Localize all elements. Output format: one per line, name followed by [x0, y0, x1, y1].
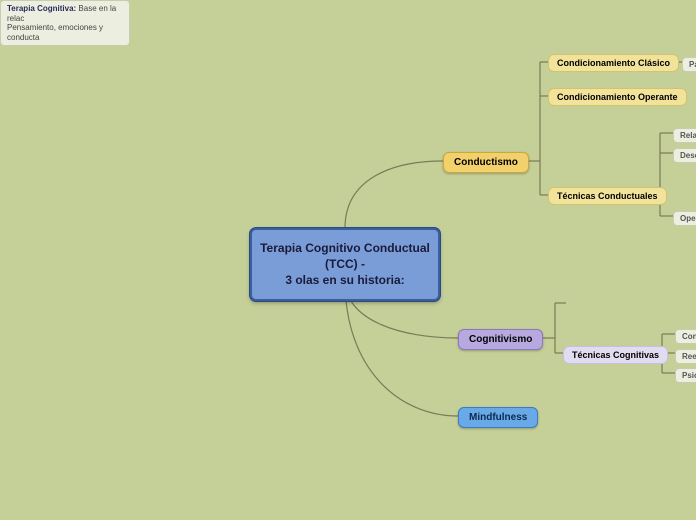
mindmap-canvas: Terapia Cognitivo Conductual (TCC) - 3 o…: [0, 0, 696, 520]
node-tecnicas-cognitivas[interactable]: Técnicas Cognitivas: [563, 346, 668, 364]
node-terapia-cognitiva[interactable]: Terapia Cognitiva: Base en la relac Pens…: [0, 0, 130, 46]
label-psicoe: Psicoe: [682, 371, 696, 380]
label-conductismo: Conductismo: [454, 157, 518, 168]
leaf-contin[interactable]: Contin: [675, 329, 696, 344]
leaf-reestr[interactable]: Reestr: [675, 349, 696, 364]
label-relajacion: Relajaci: [680, 131, 696, 140]
root-title-line1: Terapia Cognitivo Conductual (TCC) -: [260, 241, 430, 271]
label-mindfulness: Mindfulness: [469, 412, 527, 423]
root-node[interactable]: Terapia Cognitivo Conductual (TCC) - 3 o…: [250, 228, 440, 301]
label-desens: Desens: [680, 151, 696, 160]
label-reestr: Reestr: [682, 352, 696, 361]
leaf-pavlov[interactable]: Pav: [682, 57, 696, 72]
node-cond-operante[interactable]: Condicionamiento Operante: [548, 88, 687, 106]
label-contin: Contin: [682, 332, 696, 341]
leaf-psicoe[interactable]: Psicoe: [675, 368, 696, 383]
leaf-desens[interactable]: Desens: [673, 148, 696, 163]
node-tecnicas-conductuales[interactable]: Técnicas Conductuales: [548, 187, 667, 205]
label-cond-operante: Condicionamiento Operante: [557, 92, 678, 102]
node-cond-clasico[interactable]: Condicionamiento Clásico: [548, 54, 679, 72]
label-tecnicas-cognitivas: Técnicas Cognitivas: [572, 350, 659, 360]
label-terapia-bold: Terapia Cognitiva:: [7, 4, 76, 13]
label-operante: Operan: [680, 214, 696, 223]
node-cognitivismo[interactable]: Cognitivismo: [458, 329, 543, 350]
leaf-operante[interactable]: Operan: [673, 211, 696, 226]
leaf-relajacion[interactable]: Relajaci: [673, 128, 696, 143]
root-title-line2: 3 olas en su historia:: [285, 273, 404, 287]
node-conductismo[interactable]: Conductismo: [443, 152, 529, 173]
label-tecnicas-conductuales: Técnicas Conductuales: [557, 191, 658, 201]
label-pavlov: Pav: [689, 60, 696, 69]
node-mindfulness[interactable]: Mindfulness: [458, 407, 538, 428]
label-terapia-line2: Pensamiento, emociones y conducta: [7, 23, 103, 42]
label-cognitivismo: Cognitivismo: [469, 334, 532, 345]
label-cond-clasico: Condicionamiento Clásico: [557, 58, 670, 68]
